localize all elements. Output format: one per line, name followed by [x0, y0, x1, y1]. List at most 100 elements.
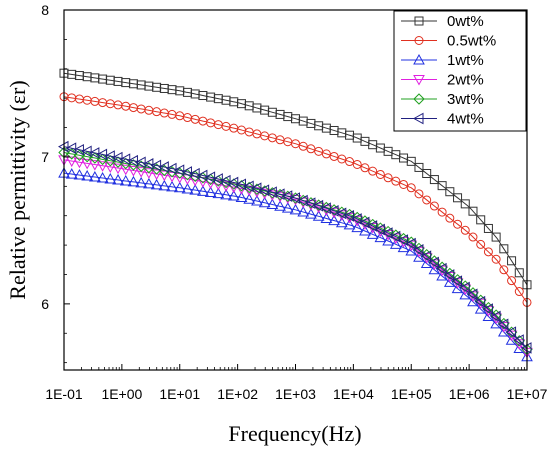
data-point: [81, 145, 92, 158]
data-point: [189, 167, 200, 180]
data-point: [429, 175, 439, 185]
data-point: [422, 168, 432, 178]
data-point: [158, 161, 169, 173]
series-line: [63, 159, 528, 353]
data-point: [476, 215, 486, 225]
legend-marker: [413, 53, 425, 65]
data-point: [412, 244, 424, 256]
data-point: [366, 220, 378, 232]
data-point: [399, 179, 409, 189]
data-point: [166, 180, 178, 192]
data-point: [397, 241, 410, 253]
legend-marker: [414, 16, 424, 26]
data-point: [196, 169, 208, 182]
data-point: [445, 187, 455, 197]
data-point: [143, 177, 155, 189]
y-axis-title: Relative permittivity (εr): [5, 80, 30, 299]
data-point: [197, 185, 209, 196]
data-point: [329, 151, 339, 161]
data-point: [460, 199, 470, 209]
data-point: [507, 276, 517, 286]
data-point: [89, 160, 101, 171]
data-point: [420, 257, 433, 269]
data-point: [468, 206, 478, 216]
data-point: [189, 184, 202, 195]
data-point: [328, 204, 339, 217]
data-point: [127, 175, 140, 187]
data-point: [266, 198, 279, 210]
data-point: [166, 162, 177, 175]
data-point: [428, 256, 439, 269]
data-point: [298, 141, 308, 151]
data-point: [119, 153, 131, 166]
data-point: [65, 142, 77, 155]
data-point: [150, 159, 162, 172]
legend-box: [393, 10, 527, 132]
data-point: [352, 159, 362, 169]
data-point: [235, 191, 248, 202]
data-point: [297, 205, 310, 217]
data-point: [474, 295, 486, 308]
data-point: [436, 262, 447, 275]
data-point: [173, 164, 185, 177]
data-point: [243, 193, 256, 204]
x-tick-label: 1E+00: [101, 386, 142, 402]
data-point: [466, 288, 478, 301]
data-point: [491, 254, 501, 264]
data-point: [143, 168, 155, 179]
series-line: [63, 96, 528, 303]
data-point: [351, 213, 362, 225]
data-point: [368, 166, 378, 176]
x-tick-label: 1E+05: [391, 386, 432, 402]
data-point: [227, 176, 239, 189]
data-point: [258, 196, 271, 208]
legend-entry-3wt: 3wt%: [401, 91, 484, 108]
legend-label: 4wt%: [447, 111, 484, 128]
data-point: [73, 169, 86, 180]
data-point: [453, 219, 463, 229]
data-point: [235, 178, 246, 191]
series-layer: [57, 68, 533, 362]
data-point: [343, 210, 355, 222]
data-point: [158, 179, 171, 191]
legend: 0wt% 0.5wt% 1wt% 2wt% 3wt% 4wt%: [393, 10, 527, 132]
data-point: [443, 269, 455, 281]
data-point: [166, 171, 178, 183]
data-point: [505, 326, 517, 339]
data-point: [389, 238, 402, 249]
data-point: [428, 263, 441, 275]
data-point: [111, 151, 123, 164]
data-point: [266, 186, 277, 199]
legend-entry-0wt: 0wt%: [401, 13, 484, 30]
legend-label: 1wt%: [447, 52, 484, 69]
data-point: [459, 281, 470, 294]
series-line: [63, 72, 528, 286]
data-point: [437, 207, 447, 217]
data-point: [297, 194, 308, 207]
data-point: [312, 210, 325, 221]
data-point: [397, 234, 409, 246]
data-point: [405, 244, 418, 256]
axis-ticks: 1E-01 1E+00 1E+01 1E+02 1E+03 1E+04 1E+05 1E+06…: [41, 2, 547, 402]
data-point: [445, 213, 455, 223]
data-point: [150, 178, 163, 190]
y-tick-label: 6: [41, 296, 49, 312]
data-point: [135, 156, 146, 169]
legend-label: 2wt%: [447, 72, 484, 89]
data-point: [335, 216, 348, 228]
data-point: [443, 276, 456, 287]
data-point: [514, 268, 524, 278]
data-point: [406, 183, 416, 193]
data-point: [414, 162, 424, 172]
data-point: [73, 157, 86, 169]
data-point: [119, 164, 132, 176]
y-tick-label: 8: [41, 2, 49, 18]
data-point: [150, 169, 163, 181]
data-point: [65, 156, 78, 168]
data-point: [382, 234, 394, 246]
data-point: [220, 181, 232, 192]
data-point: [499, 244, 509, 254]
data-point: [366, 228, 379, 239]
data-point: [212, 179, 225, 191]
data-point: [482, 310, 495, 321]
